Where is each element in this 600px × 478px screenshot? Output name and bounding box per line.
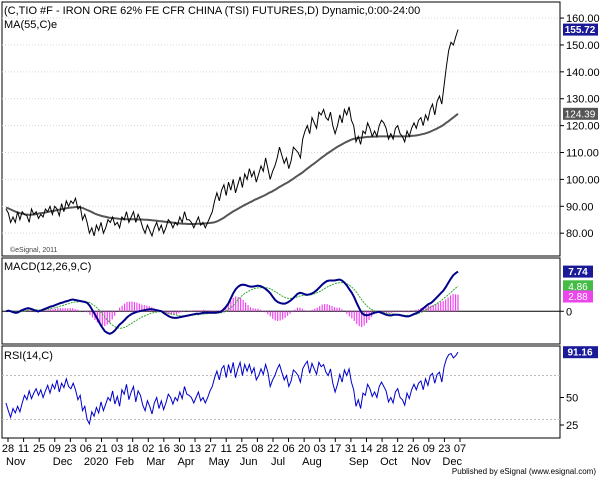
day-label: 06: [282, 443, 294, 455]
day-label: 12: [392, 443, 404, 455]
day-label: 17: [329, 443, 341, 455]
rsi-value-label: 91.16: [567, 348, 592, 359]
day-label: 16: [158, 443, 170, 455]
moving-average-line: [5, 113, 459, 225]
day-label: 25: [236, 443, 248, 455]
price-axis-tick-label: 90.00: [566, 201, 594, 213]
month-label: Apr: [177, 456, 194, 468]
rsi-value-badge: [563, 346, 598, 359]
day-label: 09: [49, 443, 61, 455]
macd-value-label: 7.74: [568, 267, 588, 278]
day-label: 26: [407, 443, 419, 455]
price-axis-tick-label: 80.00: [566, 228, 594, 240]
price-axis-tick-label: 110.00: [566, 148, 599, 160]
rsi-title: RSI(14,C): [4, 350, 53, 362]
histogram-value-label: 2.88: [568, 292, 588, 303]
price-panel: 80.00 90.00 100.00 110.00 120.00 130.00 140.00…: [1, 1, 600, 257]
day-label: 28: [2, 443, 14, 455]
price-axis-tick-label: 100.00: [566, 174, 600, 186]
day-label: 09: [423, 443, 435, 455]
price-axis: 80.00 90.00 100.00 110.00 120.00 130.00 140.00…: [560, 13, 600, 240]
day-label: 28: [376, 443, 388, 455]
price-axis-tick-label: 160.00: [566, 13, 600, 25]
current-price-label: 155.72: [565, 25, 596, 36]
rsi-line: [5, 351, 459, 426]
price-axis-tick-label: 120.00: [566, 121, 600, 133]
price-axis-tick-label: 150.00: [566, 40, 600, 52]
day-label: 13: [189, 443, 201, 455]
macd-title: MACD(12,26,9,C): [4, 261, 91, 273]
day-label: 11: [18, 443, 29, 455]
month-label: Dec: [442, 456, 462, 468]
signal-value-label: 4.86: [568, 282, 588, 293]
day-label: 23: [438, 443, 450, 455]
month-label: Nov: [411, 456, 431, 468]
day-label: 08: [251, 443, 263, 455]
ma-value-label: 124.39: [565, 109, 596, 120]
macd-axis-tick-label: 0: [566, 306, 572, 318]
month-label: Jul: [271, 456, 285, 468]
macd-line: [5, 270, 459, 335]
signal-value-badge: [563, 280, 593, 293]
day-label: 03: [314, 443, 326, 455]
esignal-watermark: ©eSignal, 2011: [10, 246, 58, 254]
rsi-axis: 25 50: [560, 393, 578, 432]
month-label: Sep: [349, 456, 369, 468]
rsi-reference-lines: [2, 375, 560, 420]
month-label: Mar: [146, 456, 165, 468]
day-label: 30: [173, 443, 185, 455]
ma-label: MA(55,C)e: [4, 19, 57, 31]
day-label: 23: [64, 443, 76, 455]
month-label: Oct: [380, 456, 397, 468]
day-label: 11: [220, 443, 231, 455]
day-label: 06: [80, 443, 92, 455]
chart-title: (C,TIO #F - IRON ORE 62% FE CFR CHINA (T…: [4, 5, 420, 17]
day-label: 25: [33, 443, 45, 455]
rsi-panel: 25 50 RSI(14,C) 91.16: [1, 345, 598, 439]
day-label: 14: [360, 443, 372, 455]
day-label: 03: [111, 443, 123, 455]
price-axis-tick-label: 130.00: [566, 94, 600, 106]
time-axis: 28 11 25 09 23 06 21 03 18 02 16 30 13 27 11 25 08 22 06 20…: [2, 438, 466, 468]
histogram-value-badge: [563, 290, 593, 303]
current-price-badge: [563, 23, 598, 36]
ma-value-badge: [563, 107, 598, 120]
day-label: 18: [127, 443, 139, 455]
month-label: Jun: [240, 456, 258, 468]
day-label: 31: [345, 443, 357, 455]
month-label: Dec: [53, 456, 73, 468]
month-label: Aug: [302, 456, 322, 468]
rsi-axis-tick-label: 50: [566, 393, 578, 405]
month-label: 2020: [84, 456, 108, 468]
published-footer: Published by eSignal (www.esignal.com): [452, 467, 596, 476]
macd-axis: 0: [560, 306, 572, 318]
macd-panel-frame: [1, 257, 561, 345]
price-line: [5, 29, 459, 238]
day-label: 20: [298, 443, 310, 455]
day-label: 07: [454, 443, 466, 455]
rsi-panel-frame: [1, 345, 561, 439]
price-axis-tick-label: 140.00: [566, 67, 600, 79]
day-label: 22: [267, 443, 279, 455]
month-label: Feb: [115, 456, 134, 468]
month-label: May: [209, 456, 230, 468]
macd-panel: 0 MACD(12,26,9,C) 7.74 4.86 2.88: [1, 257, 593, 345]
rsi-axis-tick-label: 25: [566, 420, 578, 432]
day-label: 27: [204, 443, 216, 455]
day-label: 02: [142, 443, 154, 455]
month-label: Nov: [6, 456, 26, 468]
macd-value-badge: [563, 265, 593, 278]
day-label: 21: [95, 443, 107, 455]
